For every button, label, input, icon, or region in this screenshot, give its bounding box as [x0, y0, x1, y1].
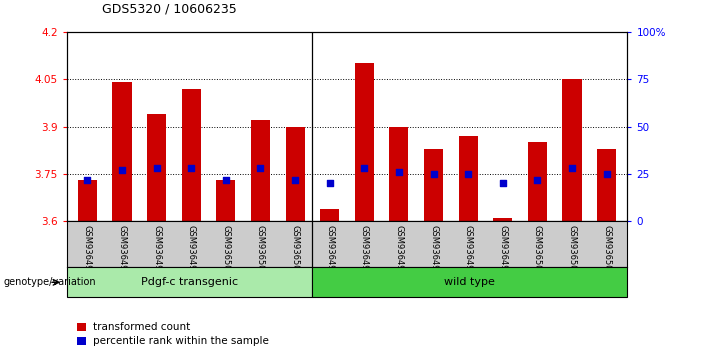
Point: [359, 165, 370, 171]
Text: GSM936501: GSM936501: [222, 225, 231, 276]
Text: GSM936499: GSM936499: [498, 225, 508, 276]
Bar: [217, 180, 236, 221]
Text: Pdgf-c transgenic: Pdgf-c transgenic: [141, 277, 238, 287]
Text: percentile rank within the sample: percentile rank within the sample: [93, 336, 268, 346]
Text: genotype/variation: genotype/variation: [4, 277, 96, 287]
Bar: [355, 63, 374, 221]
Text: GSM936502: GSM936502: [568, 225, 576, 276]
Bar: [67, 267, 313, 297]
Point: [463, 171, 474, 177]
Text: GSM936490: GSM936490: [83, 225, 92, 276]
Point: [324, 181, 335, 186]
Point: [186, 165, 197, 171]
Bar: [528, 142, 547, 221]
Bar: [285, 127, 305, 221]
Bar: [389, 127, 409, 221]
Point: [255, 165, 266, 171]
Text: GSM936494: GSM936494: [152, 225, 161, 276]
Bar: [424, 149, 443, 221]
Bar: [320, 209, 339, 221]
Bar: [112, 82, 132, 221]
Bar: [562, 79, 582, 221]
Bar: [78, 180, 97, 221]
Point: [82, 177, 93, 182]
Point: [532, 177, 543, 182]
Bar: [147, 114, 166, 221]
Bar: [597, 149, 616, 221]
Bar: [494, 218, 512, 221]
Text: GSM936496: GSM936496: [429, 225, 438, 276]
Bar: [77, 322, 86, 331]
Text: GDS5320 / 10606235: GDS5320 / 10606235: [102, 3, 236, 16]
Text: GSM936503: GSM936503: [256, 225, 265, 276]
Point: [601, 171, 612, 177]
Point: [393, 169, 404, 175]
Point: [428, 171, 439, 177]
Text: GSM936495: GSM936495: [395, 225, 403, 276]
Text: GSM936505: GSM936505: [602, 225, 611, 276]
Point: [116, 167, 128, 173]
Point: [566, 165, 578, 171]
Point: [497, 181, 508, 186]
Text: transformed count: transformed count: [93, 322, 190, 332]
Text: GSM936492: GSM936492: [325, 225, 334, 276]
Point: [151, 165, 162, 171]
Text: GSM936493: GSM936493: [360, 225, 369, 276]
Bar: [313, 267, 627, 297]
Text: GSM936504: GSM936504: [291, 225, 299, 276]
Bar: [458, 136, 477, 221]
Text: wild type: wild type: [444, 277, 496, 287]
Bar: [77, 337, 86, 345]
Point: [220, 177, 231, 182]
Text: GSM936497: GSM936497: [186, 225, 196, 276]
Point: [290, 177, 301, 182]
Text: GSM936500: GSM936500: [533, 225, 542, 276]
Text: GSM936498: GSM936498: [463, 225, 472, 276]
Text: GSM936491: GSM936491: [118, 225, 126, 276]
Bar: [251, 120, 270, 221]
Bar: [182, 89, 200, 221]
